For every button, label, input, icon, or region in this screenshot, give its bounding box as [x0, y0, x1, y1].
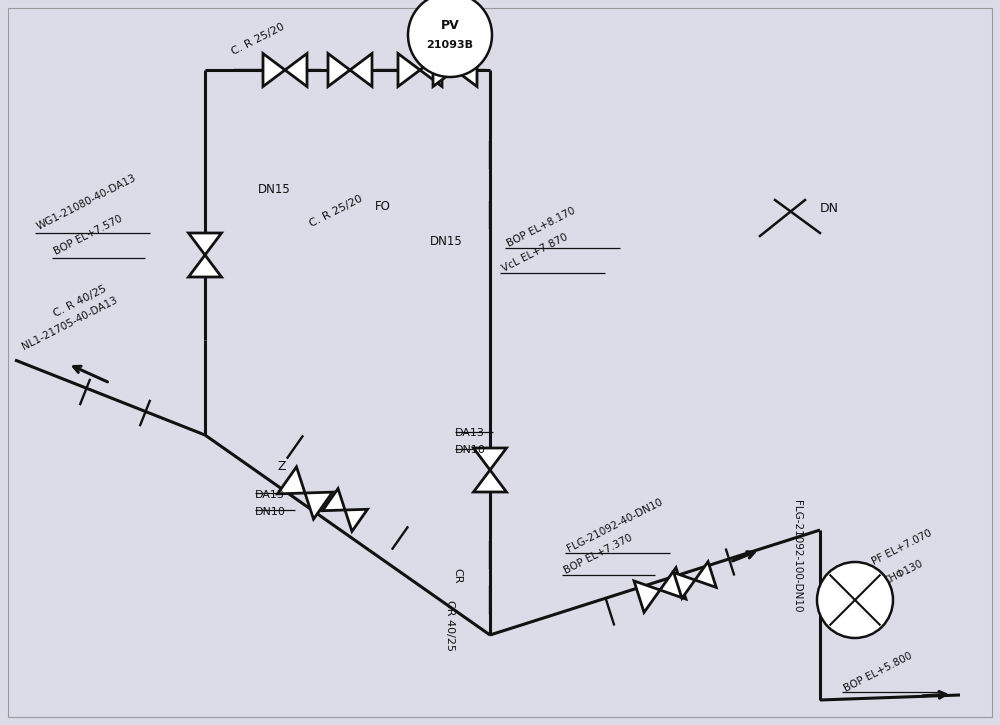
- Text: DN10: DN10: [255, 507, 286, 517]
- Text: CR 40/25: CR 40/25: [445, 600, 455, 651]
- Polygon shape: [323, 489, 345, 510]
- Polygon shape: [695, 562, 716, 587]
- Text: BOP EL+8.170: BOP EL+8.170: [505, 206, 577, 249]
- Polygon shape: [345, 509, 367, 531]
- Circle shape: [817, 562, 893, 638]
- Text: DN15: DN15: [258, 183, 291, 196]
- Polygon shape: [398, 54, 420, 86]
- Polygon shape: [474, 448, 507, 470]
- Polygon shape: [674, 573, 695, 598]
- Text: NL1-21705-40-DA13: NL1-21705-40-DA13: [20, 295, 119, 352]
- Polygon shape: [350, 54, 372, 86]
- Text: FLG-21092-40-DN10: FLG-21092-40-DN10: [565, 497, 664, 554]
- Polygon shape: [433, 54, 455, 86]
- Polygon shape: [455, 54, 477, 86]
- Text: VcL EL+7.870: VcL EL+7.870: [500, 232, 569, 274]
- Text: DN15: DN15: [430, 235, 463, 248]
- Polygon shape: [474, 470, 507, 492]
- Polygon shape: [305, 492, 332, 519]
- Text: FLG-21092-100-DN10: FLG-21092-100-DN10: [792, 500, 802, 613]
- Text: BOP EL+7.570: BOP EL+7.570: [52, 214, 124, 257]
- Polygon shape: [278, 467, 305, 494]
- Text: DA13: DA13: [455, 428, 485, 438]
- Text: WG1-21080-40-DA13: WG1-21080-40-DA13: [35, 173, 138, 232]
- Text: CR: CR: [452, 568, 462, 584]
- Polygon shape: [188, 233, 222, 255]
- Polygon shape: [285, 54, 307, 86]
- Text: FO: FO: [375, 200, 391, 213]
- Text: BOP EL+5.800: BOP EL+5.800: [842, 651, 914, 694]
- Text: 21093B: 21093B: [426, 40, 474, 50]
- Text: C. R 25/20: C. R 25/20: [230, 22, 286, 57]
- Text: DN: DN: [820, 202, 839, 215]
- Text: PF EL+7.070: PF EL+7.070: [870, 528, 933, 567]
- Polygon shape: [263, 54, 285, 86]
- Text: Z: Z: [278, 460, 287, 473]
- Text: BOP EL+7.370: BOP EL+7.370: [562, 533, 634, 576]
- Circle shape: [408, 0, 492, 77]
- Text: PV: PV: [441, 19, 459, 31]
- Polygon shape: [420, 54, 442, 86]
- Text: DN10: DN10: [455, 445, 486, 455]
- Text: DA13: DA13: [255, 490, 285, 500]
- Text: C. R 40/25: C. R 40/25: [52, 283, 108, 319]
- Polygon shape: [328, 54, 350, 86]
- Text: C. R 25/20: C. R 25/20: [308, 194, 364, 229]
- Text: CHΦ130: CHΦ130: [882, 558, 925, 587]
- Polygon shape: [634, 581, 660, 613]
- Polygon shape: [660, 568, 686, 599]
- Polygon shape: [188, 255, 222, 277]
